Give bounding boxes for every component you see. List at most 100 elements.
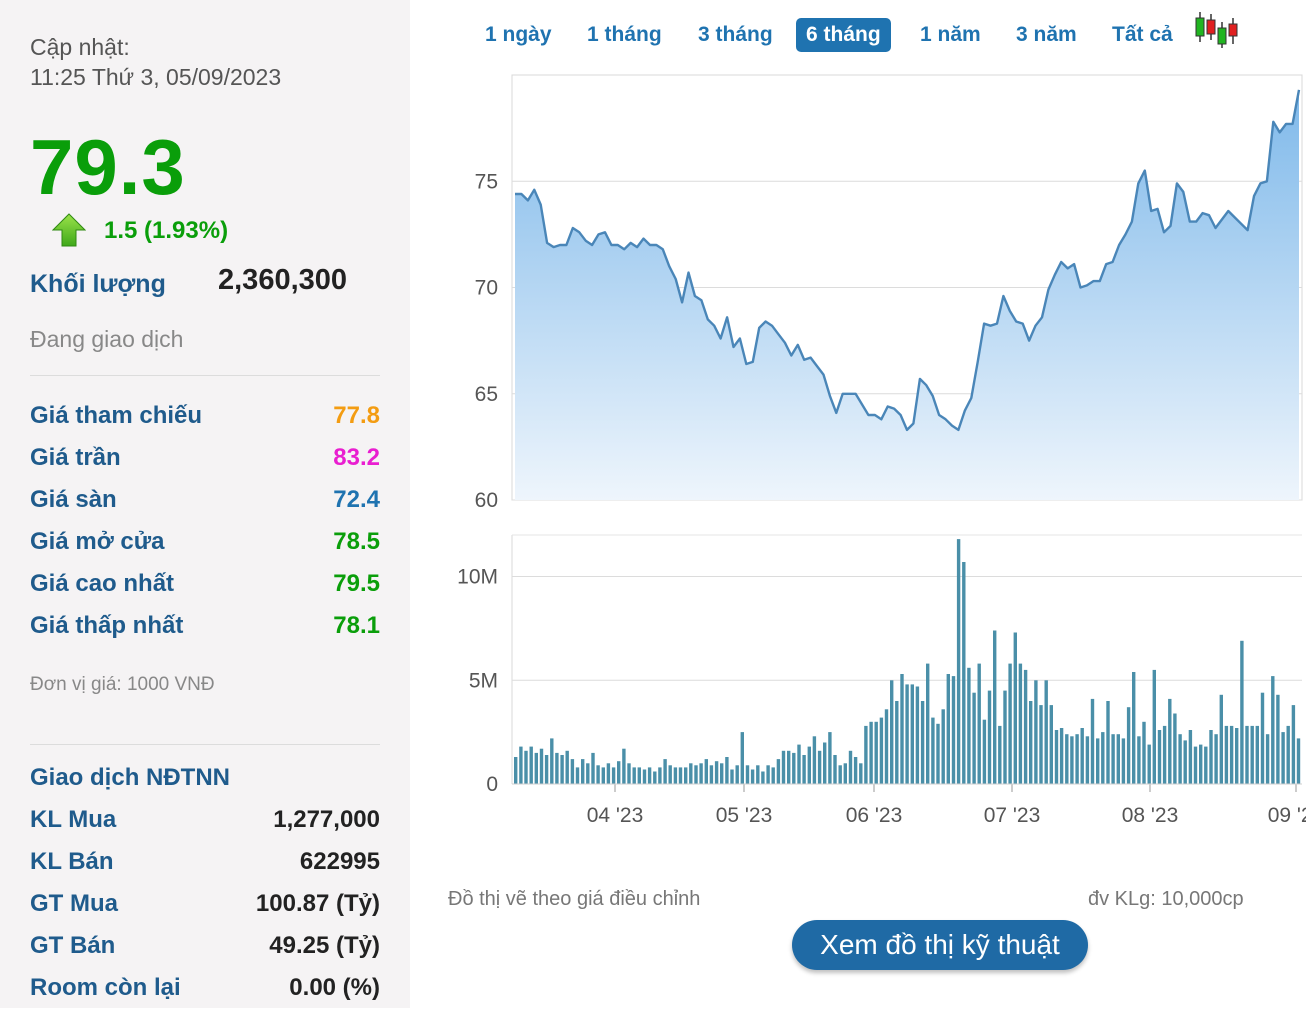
foreign-row: GT Bán 49.25 (Tỷ) xyxy=(30,932,380,962)
volume-bar xyxy=(1023,669,1028,784)
chart-note-adjusted: Đồ thị vẽ theo giá điều chỉnh xyxy=(448,888,701,910)
foreign-row-value: 0.00 (%) xyxy=(289,974,380,1001)
price-row-value: 83.2 xyxy=(333,444,380,471)
volume-tick-label: 0 xyxy=(486,773,498,796)
volume-bar xyxy=(1039,705,1043,784)
foreign-row-label: KL Bán xyxy=(30,848,114,875)
volume-bar xyxy=(1029,701,1033,784)
volume-bar xyxy=(565,750,569,784)
price-chart-panel: 60 65 70 75 xyxy=(475,74,1303,512)
price-row-label: Giá tham chiếu xyxy=(30,402,203,429)
volume-bar xyxy=(699,763,703,785)
volume-bar xyxy=(802,755,806,784)
tab-all[interactable]: Tất cả xyxy=(1112,23,1173,46)
foreign-row: KL Mua 1,277,000 xyxy=(30,806,380,836)
price-row-label: Giá cao nhất xyxy=(30,570,175,597)
up-arrow-icon xyxy=(52,213,86,247)
price-row-open: Giá mở cửa 78.5 xyxy=(30,528,380,558)
volume-bar xyxy=(890,680,894,785)
volume-bar xyxy=(1070,736,1074,784)
price-row-value: 79.5 xyxy=(333,570,380,597)
volume-bar xyxy=(694,765,698,784)
volume-bar xyxy=(575,767,580,784)
price-tick-label: 75 xyxy=(475,170,498,193)
volume-bar xyxy=(684,767,688,784)
volume-bar xyxy=(915,686,920,784)
volume-bar xyxy=(534,752,538,784)
volume-bar xyxy=(1296,738,1301,784)
volume-bar xyxy=(920,701,925,784)
volume-bar xyxy=(1286,725,1290,784)
tab-1-month[interactable]: 1 tháng xyxy=(587,23,662,46)
volume-bar xyxy=(1065,734,1069,784)
price-row-high: Giá cao nhất 79.5 xyxy=(30,570,380,600)
volume-bar xyxy=(653,771,657,784)
volume-bar xyxy=(725,757,729,784)
tab-1-day[interactable]: 1 ngày xyxy=(485,23,552,46)
volume-bar xyxy=(1126,707,1131,784)
price-row-floor: Giá sàn 72.4 xyxy=(30,486,380,516)
tab-3-months[interactable]: 3 tháng xyxy=(698,23,773,46)
volume-bar xyxy=(555,752,559,784)
volume-bar xyxy=(817,750,822,784)
volume-bar xyxy=(1291,705,1296,784)
x-tick-label: 08 '23 xyxy=(1122,804,1179,827)
volume-bar xyxy=(1106,701,1110,784)
foreign-row-label: GT Mua xyxy=(30,890,118,917)
volume-bar xyxy=(998,725,1002,784)
volume-tick-label: 10M xyxy=(457,566,498,589)
current-price: 79.3 xyxy=(30,123,186,211)
trading-status: Đang giao dịch xyxy=(30,326,184,352)
volume-bar xyxy=(884,709,889,784)
volume-bar xyxy=(1188,730,1193,784)
volume-bar xyxy=(514,757,518,784)
volume-bar xyxy=(1101,732,1105,784)
volume-bar xyxy=(1008,663,1012,784)
tab-3-years[interactable]: 3 năm xyxy=(1016,23,1077,46)
volume-bar xyxy=(1054,730,1059,784)
x-tick-label: 09 '23 xyxy=(1268,804,1306,827)
volume-bar xyxy=(1250,725,1254,784)
tab-6-months[interactable]: 6 tháng xyxy=(796,18,891,52)
volume-bar xyxy=(766,765,770,784)
volume-bar xyxy=(704,759,708,784)
volume-bar xyxy=(993,630,997,784)
volume-bar xyxy=(859,763,863,785)
unit-note: Đơn vị giá: 1000 VNĐ xyxy=(30,674,215,695)
volume-bar xyxy=(843,763,847,785)
volume-bar xyxy=(812,736,817,784)
x-tick-label: 04 '23 xyxy=(587,804,644,827)
candlestick-chart-icon[interactable] xyxy=(1192,10,1238,50)
foreign-row-label: GT Bán xyxy=(30,932,116,959)
volume-bar xyxy=(550,738,554,784)
volume-bar xyxy=(1085,736,1090,784)
tab-1-year[interactable]: 1 năm xyxy=(920,23,981,46)
volume-bar xyxy=(869,721,873,785)
price-row-label: Giá sàn xyxy=(30,486,117,513)
volume-bar xyxy=(787,750,791,784)
volume-value: 2,360,300 xyxy=(218,264,348,296)
volume-bar xyxy=(1003,690,1007,784)
volume-chart-panel: 0 5M 10M 04 '23 05 '23 06 '23 07 '23 08 '23 09 '… xyxy=(457,534,1306,827)
volume-bar xyxy=(951,676,956,784)
volume-bar xyxy=(709,765,714,784)
volume-bar xyxy=(1162,725,1167,784)
volume-bar xyxy=(1183,740,1187,784)
volume-bar xyxy=(1132,672,1136,784)
volume-bar xyxy=(853,757,858,784)
price-row-label: Giá trần xyxy=(30,444,121,471)
volume-bar xyxy=(1193,746,1198,784)
divider xyxy=(30,375,380,376)
volume-bar xyxy=(823,742,827,784)
volume-bar xyxy=(1276,694,1280,784)
volume-bar xyxy=(1260,692,1265,784)
volume-bar xyxy=(900,674,904,784)
foreign-row-label: Room còn lại xyxy=(30,974,181,1001)
volume-bar xyxy=(977,663,981,784)
price-area xyxy=(515,89,1299,501)
volume-bar xyxy=(1281,732,1285,784)
volume-bar xyxy=(658,767,662,784)
volume-bar xyxy=(1178,734,1182,784)
technical-chart-button[interactable]: Xem đồ thị kỹ thuật xyxy=(792,920,1088,970)
